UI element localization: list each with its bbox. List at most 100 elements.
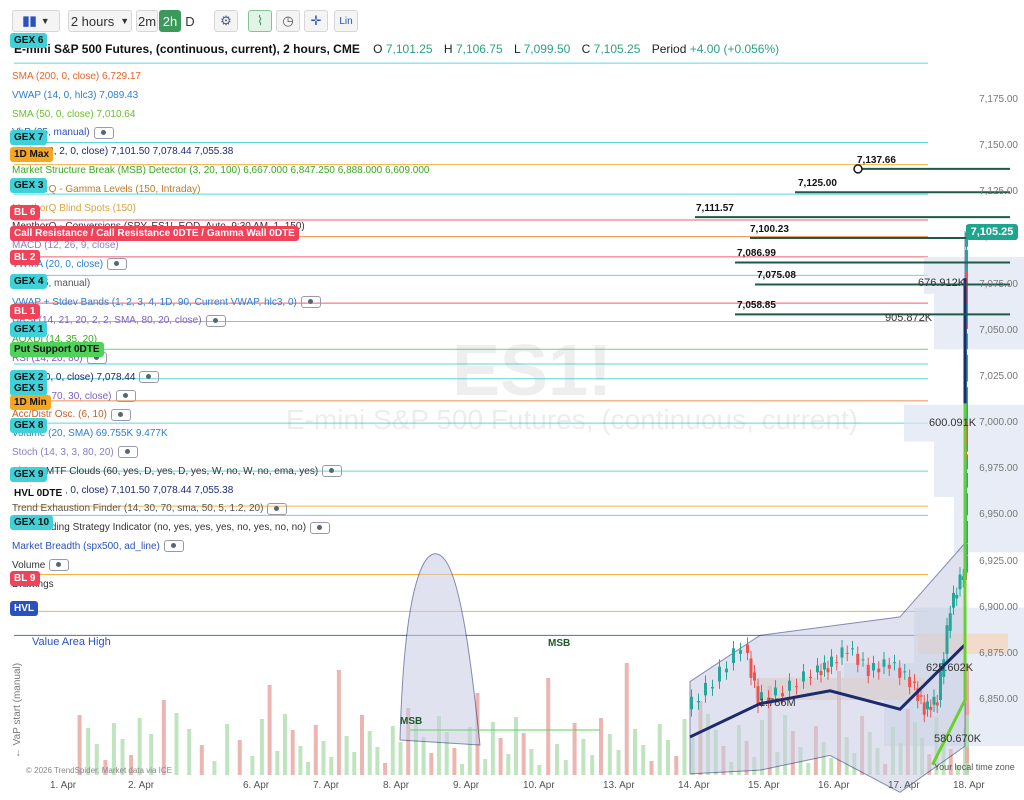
settings-button[interactable]: ⚙	[214, 10, 238, 32]
volume-profile-label: 905.872K	[885, 312, 933, 324]
interval-2m-button[interactable]: 2m	[136, 10, 158, 32]
indicator-legend-row[interactable]: VWMA (20, 0, close)	[12, 258, 128, 271]
volume-bar	[607, 734, 612, 775]
swing-marker	[853, 164, 863, 174]
indicator-name: MenthorQ - Gamma Levels (150, Intraday)	[12, 183, 201, 195]
volume-bar	[641, 745, 646, 775]
indicator-legend-row[interactable]: VWAP + Stdev Bands (1, 2, 3, 4, 1D, 90, …	[12, 295, 321, 309]
indicator-legend-row[interactable]: MenthorQ Blind Spots (150)	[12, 202, 136, 215]
volume-bar	[666, 740, 670, 775]
indicator-name: SMA (20, 0, close) 7,078.44	[12, 371, 136, 383]
price-chart[interactable]: MSB MSB	[0, 44, 1024, 800]
eye-icon[interactable]	[111, 408, 132, 421]
interval-d-button[interactable]: D	[181, 10, 199, 32]
volume-bar	[398, 742, 403, 775]
candle-body	[948, 613, 952, 631]
indicator-legend-row[interactable]: URSI (14, 21, 20, 2, 2, SMA, 80, 20, clo…	[12, 314, 226, 327]
volume-bar	[649, 761, 654, 775]
candle-body	[826, 668, 830, 673]
eye-icon[interactable]	[93, 126, 114, 139]
interval-2h-button[interactable]: 2h	[159, 10, 181, 32]
indicator-legend-row[interactable]: Volume	[12, 559, 70, 572]
price-tick-label: 6,875.00	[979, 647, 1018, 659]
eye-icon[interactable]	[139, 371, 160, 384]
candle-body	[872, 663, 875, 671]
eye-icon[interactable]	[205, 314, 226, 327]
volume-bar	[225, 724, 230, 775]
chart-type-button[interactable]: ▮▮ ▼	[12, 10, 60, 32]
indicator-legend-row[interactable]: SMA (50, 0, close) 7,010.64	[12, 108, 135, 121]
price-tick-label: 7,025.00	[979, 370, 1018, 382]
volume-bar	[948, 749, 953, 775]
volume-profile-bar	[934, 441, 1024, 497]
eye-icon[interactable]	[115, 389, 136, 402]
level-tag: BL 2	[10, 250, 40, 265]
volume-bar	[555, 744, 559, 775]
indicator-legend-row[interactable]: SMA (200, 0, close) 6,729.17	[12, 70, 141, 83]
level-tag: GEX 9	[10, 467, 48, 482]
indicator-legend-row[interactable]: Volume (20, SMA) 69.755K 9.477K	[12, 427, 168, 440]
candle-body	[711, 687, 714, 689]
eye-icon[interactable]	[163, 540, 184, 553]
indicator-legend-row[interactable]: RSI (14, 70, 30, close)	[12, 389, 136, 403]
indicator-name: Market Structure Break (MSB) Detector (3…	[12, 165, 430, 176]
price-tick-label: 7,175.00	[979, 94, 1018, 105]
indicator-legend-row[interactable]: MACD (12, 26, 9, close)	[12, 239, 119, 252]
eye-icon[interactable]	[310, 521, 331, 534]
indicator-legend-row[interactable]: Market Structure Break (MSB) Detector (3…	[12, 164, 429, 177]
volume-bar	[367, 731, 372, 775]
indicator-legend-row[interactable]: ORB Trading Strategy Indicator (no, yes,…	[12, 521, 331, 534]
volume-profile-label: 625.602K	[926, 662, 974, 674]
volume-bar	[149, 734, 154, 775]
candle-body	[929, 706, 933, 711]
eye-icon[interactable]	[300, 295, 321, 308]
history-button[interactable]: ◷	[276, 10, 300, 32]
timezone-label[interactable]: Your local time zone	[934, 762, 1015, 772]
eye-icon[interactable]	[322, 465, 343, 478]
candle-body	[767, 697, 770, 701]
volume-bar	[413, 721, 418, 775]
crosshair-button[interactable]: ✛	[304, 10, 328, 32]
candle-body	[760, 692, 763, 700]
indicator-name: BB (20, 2, 2, 0, close) 7,101.50 7,078.4…	[12, 146, 234, 158]
indicator-legend-row[interactable]: SMA (20, 0, close) 7,078.44	[12, 371, 160, 384]
swing-level-label: 7,111.57	[696, 203, 734, 215]
indicator-name: URSI (14, 21, 20, 2, 2, SMA, 80, 20, clo…	[12, 315, 202, 327]
level-tag: BL 6	[10, 205, 40, 220]
candle-body	[861, 659, 865, 661]
indicator-name: RSI (14, 20, 80)	[12, 353, 83, 364]
candle-body	[845, 652, 849, 654]
eye-icon[interactable]	[267, 502, 288, 515]
indicator-legend-row[interactable]: Market Breadth (spx500, ad_line)	[12, 540, 184, 553]
indicator-legend-row[interactable]: VWAP (14, 0, hlc3) 7,089.43	[12, 89, 138, 102]
candle-body	[926, 701, 929, 710]
indicator-legend-row[interactable]: Trend Exhaustion Finder (14, 30, 70, sma…	[12, 502, 288, 515]
candle-body	[882, 659, 886, 667]
candle-body	[823, 662, 826, 670]
indicator-legend-row[interactable]: Stoch (14, 3, 3, 80, 20)	[12, 446, 138, 459]
indicator-legend-row[interactable]: Acc/Distr Osc. (6, 10)	[12, 408, 132, 421]
indicator-legend-row[interactable]: AQXDI (14, 35, 20)	[12, 333, 97, 346]
interval-dropdown[interactable]: 2 hours ▼	[68, 10, 132, 32]
indicator-legend-row[interactable]: BB (20, 2, 2, 0, close) 7,101.50 7,078.4…	[12, 484, 233, 497]
indicator-toggle-button[interactable]: ⌇	[248, 10, 272, 32]
indicator-legend-row[interactable]: ATR (35, manual)	[12, 277, 90, 290]
linear-scale-button[interactable]: Lin	[334, 10, 358, 32]
eye-icon[interactable]	[49, 559, 70, 572]
candle-body	[749, 658, 753, 678]
indicator-name: SMA (200, 0, close) 6,729.17	[12, 71, 141, 82]
period-label: Period	[651, 42, 687, 56]
eye-icon[interactable]	[117, 446, 138, 459]
volume-bar	[212, 761, 217, 775]
candle-body	[774, 687, 777, 696]
indicator-legend-row[interactable]: Pinster MTF Clouds (60, yes, D, yes, D, …	[12, 465, 343, 478]
candle-body	[898, 667, 902, 678]
candle-body	[718, 666, 721, 682]
eye-icon[interactable]	[107, 258, 128, 271]
volume-bar	[329, 757, 334, 775]
last-price-badge: 7,105.25	[966, 224, 1018, 240]
indicator-legend-row[interactable]: BB (20, 2, 2, 0, close) 7,101.50 7,078.4…	[12, 145, 233, 158]
indicator-legend-row[interactable]: VbP (25, manual)	[12, 126, 114, 139]
indicator-legend-row[interactable]: MenthorQ - Gamma Levels (150, Intraday)	[12, 183, 200, 196]
candle-body	[830, 656, 833, 667]
